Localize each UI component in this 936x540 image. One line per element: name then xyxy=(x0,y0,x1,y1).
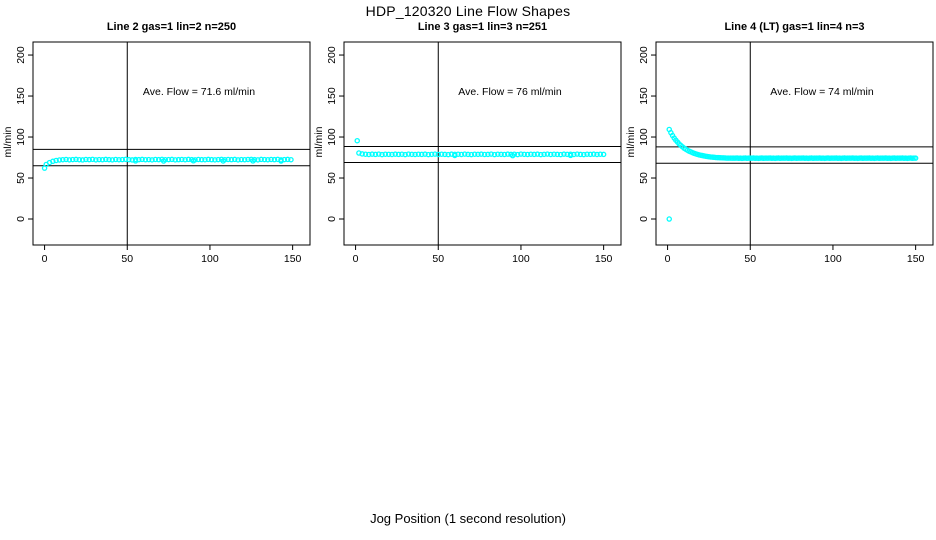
svg-text:0: 0 xyxy=(665,253,671,265)
panel-line-2-title: Line 2 gas=1 lin=2 n=250 xyxy=(106,21,237,33)
svg-text:150: 150 xyxy=(284,253,302,265)
svg-text:150: 150 xyxy=(638,87,650,105)
svg-text:50: 50 xyxy=(432,253,444,265)
svg-text:200: 200 xyxy=(326,46,338,64)
svg-text:0: 0 xyxy=(353,253,359,265)
svg-text:50: 50 xyxy=(326,172,338,184)
ave-flow-annotation: Ave. Flow = 76 ml/min xyxy=(458,86,562,98)
plot-area-line-2: 0 50 100 150 200 0 50 100 150 xyxy=(15,41,311,265)
svg-text:100: 100 xyxy=(824,253,842,265)
panel-line-4-title: Line 4 (LT) gas=1 lin=4 n=3 xyxy=(724,21,865,33)
svg-text:150: 150 xyxy=(326,87,338,105)
svg-text:0: 0 xyxy=(42,253,48,265)
svg-text:150: 150 xyxy=(15,87,27,105)
panel-line-3-title: Line 3 gas=1 lin=3 n=251 xyxy=(417,21,548,33)
svg-text:0: 0 xyxy=(638,216,650,222)
ave-flow-annotation: Ave. Flow = 74 ml/min xyxy=(770,86,874,98)
svg-text:100: 100 xyxy=(512,253,530,265)
svg-text:200: 200 xyxy=(638,46,650,64)
svg-text:100: 100 xyxy=(638,128,650,146)
svg-text:50: 50 xyxy=(638,172,650,184)
svg-text:0: 0 xyxy=(326,216,338,222)
svg-text:100: 100 xyxy=(15,128,27,146)
svg-text:200: 200 xyxy=(15,46,27,64)
panel-line-3: Line 3 gas=1 lin=3 n=251 ml/min 0 50 100 15… xyxy=(311,0,624,280)
plot-area-line-3: 0 50 100 150 200 0 50 100 150 xyxy=(326,41,622,265)
panel-line-2: Line 2 gas=1 lin=2 n=250 ml/min 0 50 100 15… xyxy=(0,0,313,280)
figure-title: HDP_120320 Line Flow Shapes xyxy=(365,3,571,19)
plot-area-line-4: 0 50 100 150 200 0 50 100 150 xyxy=(638,41,934,265)
svg-text:0: 0 xyxy=(15,216,27,222)
svg-text:100: 100 xyxy=(201,253,219,265)
panel-line-4: Line 4 (LT) gas=1 lin=4 n=3 ml/min 0 50 10… xyxy=(623,0,936,280)
svg-text:50: 50 xyxy=(15,172,27,184)
svg-text:50: 50 xyxy=(121,253,133,265)
x-axis-label: Jog Position (1 second resolution) xyxy=(370,511,566,526)
svg-text:50: 50 xyxy=(744,253,756,265)
svg-text:150: 150 xyxy=(595,253,613,265)
svg-text:150: 150 xyxy=(907,253,925,265)
svg-text:100: 100 xyxy=(326,128,338,146)
ave-flow-annotation: Ave. Flow = 71.6 ml/min xyxy=(142,86,256,98)
